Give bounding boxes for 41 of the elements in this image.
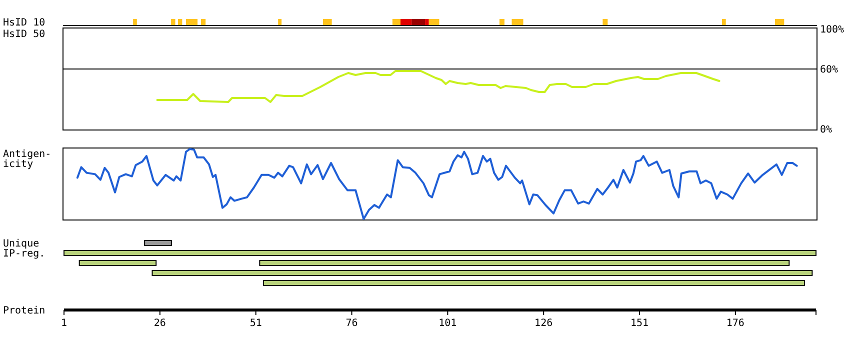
bar (259, 260, 790, 266)
bar (144, 240, 172, 246)
x-tick-label: 126 (534, 318, 553, 329)
bar (133, 19, 137, 25)
bar (263, 280, 805, 286)
bar (425, 19, 429, 25)
y-tick-label: 0% (820, 124, 832, 136)
bar (428, 19, 440, 25)
bar (774, 19, 784, 25)
x-tick-label: 176 (726, 318, 744, 329)
y-tick-label: IP-reg. (3, 248, 46, 260)
bar (400, 19, 412, 25)
bar (322, 19, 332, 25)
y-tick-label: HsID 10 (3, 18, 46, 28)
y-tick-label: 60% (820, 64, 838, 76)
bar (178, 19, 182, 25)
y-axis-title: HsID 50 (3, 29, 46, 40)
x-tick-label: 1 (60, 318, 68, 329)
bar (278, 19, 282, 25)
bar (412, 19, 426, 25)
x-tick-label: 76 (346, 318, 358, 329)
bar (602, 19, 608, 25)
y-axis-title: Antigen- icity (3, 149, 52, 170)
bar (186, 19, 198, 25)
bar (499, 19, 504, 25)
y-tick-label: Unique (3, 238, 40, 250)
y-tick-label: 100% (820, 24, 844, 36)
bar (722, 19, 726, 25)
x-tick-label: 51 (250, 318, 262, 329)
bar (64, 250, 816, 256)
x-axis-title: Protein (3, 306, 46, 316)
bar (512, 19, 524, 25)
line-series (156, 70, 720, 103)
bar (78, 260, 157, 266)
x-tick-label: 151 (630, 318, 649, 329)
bar (200, 19, 206, 25)
bar (152, 270, 813, 276)
x-tick-label: 101 (438, 318, 457, 329)
bar (392, 19, 400, 25)
x-tick-label: 26 (154, 318, 166, 329)
bar (171, 19, 176, 25)
